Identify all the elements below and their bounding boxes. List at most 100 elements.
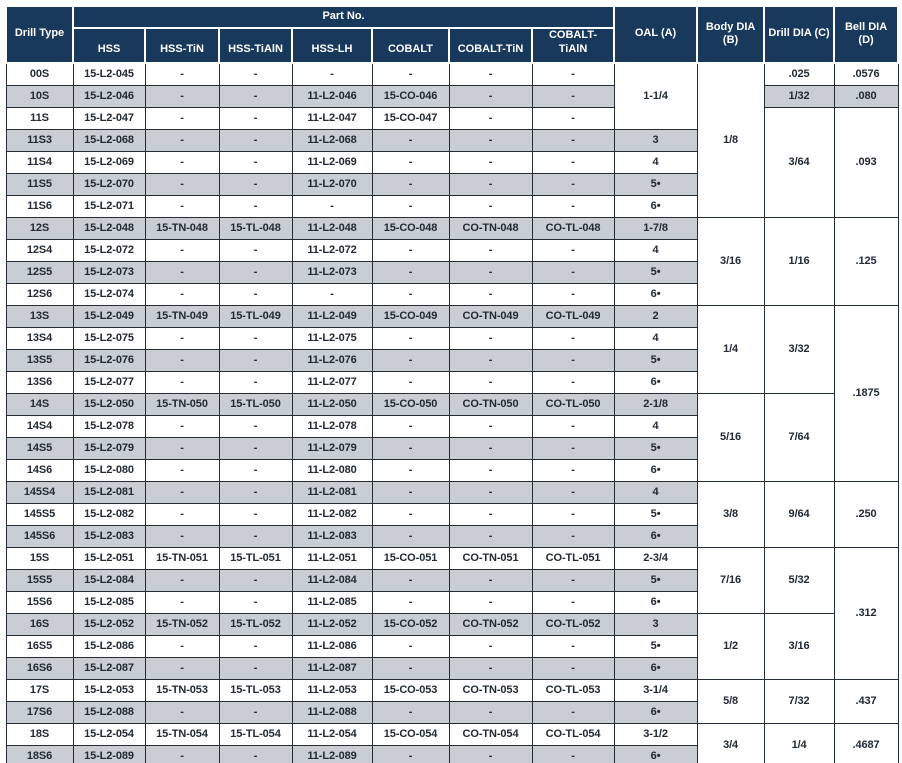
part-no-cell: - xyxy=(531,502,615,526)
drill-parts-table: Drill Type Part No. OAL (A) Body DIA (B)… xyxy=(5,5,900,763)
part-no-cell: - xyxy=(144,62,220,86)
oal-cell: 3-1/2 xyxy=(613,722,698,746)
drill-cell: 7/64 xyxy=(763,392,835,482)
part-no-cell: - xyxy=(371,524,450,548)
drill-type-cell: 10S xyxy=(5,84,74,108)
part-no-cell: CO-TN-049 xyxy=(448,304,533,328)
part-no-cell: 15-CO-052 xyxy=(371,612,450,636)
oal-cell: 4 xyxy=(613,238,698,262)
part-no-cell: - xyxy=(218,656,293,680)
part-no-cell: - xyxy=(371,282,450,306)
table-row: 145S4 15-L2-081- -11-L2-081- - -4 3/8 9/64.250 xyxy=(5,480,899,548)
drill-cell: 7/32 xyxy=(763,678,835,724)
body-cell: 1/4 xyxy=(696,304,765,394)
part-no-cell: - xyxy=(448,700,533,724)
oal-cell: 5• xyxy=(613,502,698,526)
part-no-cell: - xyxy=(531,414,615,438)
part-no-cell: 11-L2-050 xyxy=(291,392,373,416)
oal-cell: 4 xyxy=(613,150,698,174)
part-no-cell: - xyxy=(371,502,450,526)
part-no-cell: - xyxy=(531,458,615,482)
part-no-cell: 15-L2-080 xyxy=(72,458,146,482)
part-no-cell: - xyxy=(291,194,373,218)
part-no-cell: - xyxy=(371,458,450,482)
table-row: 11S3 15-L2-068- -11-L2-068- - -3 xyxy=(5,128,898,152)
part-no-cell: - xyxy=(218,260,293,284)
part-no-cell: - xyxy=(218,348,293,372)
drill-type-cell: 145S6 xyxy=(5,524,74,548)
part-no-banner: Part No. xyxy=(71,5,616,29)
drill-type-cell: 12S6 xyxy=(5,282,74,306)
table-row: 145S6 15-L2-083- -11-L2-083- - -6• xyxy=(5,524,898,548)
part-no-cell: - xyxy=(218,502,293,526)
part-no-cell: - xyxy=(448,326,533,350)
part-no-cell: 11-L2-088 xyxy=(291,700,373,724)
drill-type-cell: 17S6 xyxy=(5,700,74,724)
part-no-cell: - xyxy=(144,326,220,350)
part-no-cell: 11-L2-051 xyxy=(291,546,373,570)
part-no-cell: CO-TN-054 xyxy=(448,722,533,746)
drill-type-cell: 14S xyxy=(5,392,74,416)
drill-cell: 1/32 xyxy=(763,84,835,108)
part-no-cell: - xyxy=(448,480,533,504)
part-no-cell: 15-TN-052 xyxy=(144,612,220,636)
part-no-cell: CO-TL-052 xyxy=(531,612,615,636)
part-no-cell: - xyxy=(371,150,450,174)
part-no-cell: 11-L2-049 xyxy=(291,304,373,328)
drill-type-cell: 18S6 xyxy=(5,744,74,763)
table-row: 12S 15-L2-048 15-TN-048 15-TL-048 11-L2-048 1… xyxy=(5,216,899,306)
part-no-cell: - xyxy=(144,502,220,526)
body-cell: 5/16 xyxy=(696,392,765,482)
part-no-cell: 11-L2-054 xyxy=(291,722,373,746)
part-no-cell: - xyxy=(218,568,293,592)
drill-type-cell: 11S6 xyxy=(5,194,74,218)
oal-cell: 6• xyxy=(613,744,698,763)
drill-type-cell: 18S xyxy=(5,722,74,746)
drill-type-cell: 13S6 xyxy=(5,370,74,394)
table-row: 13S5 15-L2-076- -11-L2-076- - -5• xyxy=(5,348,898,372)
part-no-cell: 15-CO-051 xyxy=(371,546,450,570)
part-no-cell: - xyxy=(371,436,450,460)
part-no-cell: - xyxy=(144,700,220,724)
drill-cell: 1/16 xyxy=(763,216,835,306)
part-no-cell: CO-TN-053 xyxy=(448,678,533,702)
oal-cell: 3 xyxy=(613,612,698,636)
part-no-cell: - xyxy=(144,744,220,763)
part-no-cell: 15-L2-074 xyxy=(72,282,146,306)
part-no-cell: - xyxy=(371,656,450,680)
body-cell: 1/2 xyxy=(696,612,765,680)
drill-type-cell: 13S4 xyxy=(5,326,74,350)
part-no-cell: - xyxy=(531,150,615,174)
table-row: 14S4 15-L2-078- -11-L2-078- - -4 xyxy=(5,414,898,438)
body-cell: 3/4 xyxy=(696,722,765,763)
part-no-cell: 15-L2-084 xyxy=(72,568,146,592)
oal-cell: 1-1/4 xyxy=(613,62,698,130)
oal-cell: 6• xyxy=(613,524,698,548)
part-no-cell: 11-L2-048 xyxy=(291,216,373,240)
part-no-cell: 11-L2-083 xyxy=(291,524,373,548)
part-no-cell: - xyxy=(531,106,615,130)
part-no-cell: - xyxy=(371,634,450,658)
part-no-cell: 11-L2-075 xyxy=(291,326,373,350)
table-row: 16S 15-L2-052 15-TN-052 15-TL-052 11-L2-052 1… xyxy=(5,612,898,680)
part-no-cell: - xyxy=(371,480,450,504)
part-no-cell: - xyxy=(144,238,220,262)
part-no-cell: - xyxy=(371,326,450,350)
drill-type-cell: 15S xyxy=(5,546,74,570)
bell-cell: .1875 xyxy=(833,304,899,482)
drill-type-cell: 15S6 xyxy=(5,590,74,614)
table-row: 12S6 15-L2-074- - - - - -6• xyxy=(5,282,898,306)
col-header-cobalt-tin: COBALT-TiN xyxy=(448,27,533,64)
part-no-cell: CO-TL-054 xyxy=(531,722,615,746)
oal-cell: 2 xyxy=(613,304,698,328)
part-no-cell: - xyxy=(218,700,293,724)
part-no-cell: 11-L2-069 xyxy=(291,150,373,174)
oal-cell: 2-1/8 xyxy=(613,392,698,416)
part-no-cell: - xyxy=(531,348,615,372)
part-no-cell: - xyxy=(531,700,615,724)
table-row: 13S 15-L2-049 15-TN-049 15-TL-049 11-L2-049 1… xyxy=(5,304,899,482)
part-no-cell: - xyxy=(371,590,450,614)
drill-type-cell: 16S xyxy=(5,612,74,636)
drill-type-cell: 12S4 xyxy=(5,238,74,262)
part-no-cell: - xyxy=(448,150,533,174)
